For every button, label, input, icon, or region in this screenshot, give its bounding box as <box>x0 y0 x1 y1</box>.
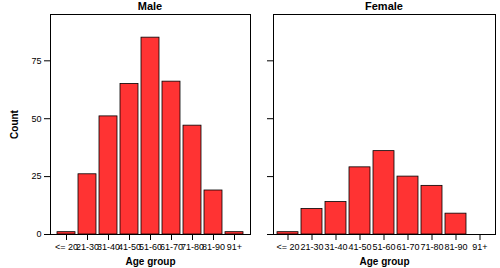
svg-text:21-30: 21-30 <box>300 242 323 252</box>
svg-text:41-50: 41-50 <box>118 242 141 252</box>
svg-text:50: 50 <box>31 114 41 124</box>
svg-text:91+: 91+ <box>472 242 487 252</box>
svg-text:0: 0 <box>36 229 41 239</box>
svg-text:<= 20: <= 20 <box>276 242 299 252</box>
svg-text:41-50: 41-50 <box>348 242 371 252</box>
svg-text:61-70: 61-70 <box>396 242 419 252</box>
svg-text:81-90: 81-90 <box>202 242 225 252</box>
svg-text:Age group: Age group <box>126 256 176 267</box>
html-text:Female: Female <box>365 0 403 12</box>
svg-text:25: 25 <box>31 171 41 181</box>
svg-text:61-70: 61-70 <box>160 242 183 252</box>
svg-text:Count: Count <box>9 109 20 139</box>
svg-text:21-30: 21-30 <box>76 242 99 252</box>
svg-text:71-80: 71-80 <box>181 242 204 252</box>
svg-text:71-80: 71-80 <box>420 242 443 252</box>
svg-text:51-60: 51-60 <box>372 242 395 252</box>
svg-text:31-40: 31-40 <box>97 242 120 252</box>
svg-text:91+: 91+ <box>227 242 242 252</box>
html-text:Male: Male <box>137 0 163 12</box>
svg-text:81-90: 81-90 <box>444 242 467 252</box>
svg-text:Age group: Age group <box>360 256 410 267</box>
svg-text:51-60: 51-60 <box>139 242 162 252</box>
svg-text:75: 75 <box>31 56 41 66</box>
svg-text:<= 20: <= 20 <box>55 242 78 252</box>
svg-text:31-40: 31-40 <box>324 242 347 252</box>
